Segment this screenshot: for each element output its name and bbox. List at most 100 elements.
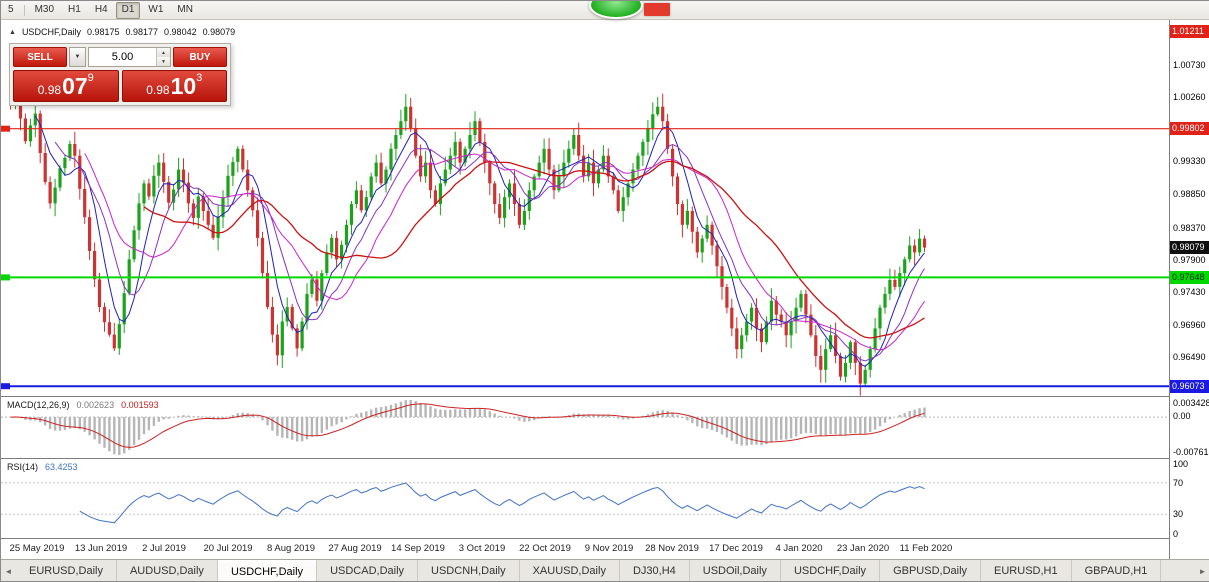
candle-body <box>241 148 245 170</box>
chart-tab-usdchf-daily-2[interactable]: USDCHF,Daily <box>217 560 318 581</box>
candle-body <box>216 217 220 238</box>
timeframe-button-h1[interactable]: H1 <box>68 3 81 15</box>
candle-body <box>127 259 131 294</box>
candle-body <box>221 197 225 218</box>
hline-handle[interactable] <box>1 125 10 132</box>
moving-average-line-28 <box>143 160 925 339</box>
candle-body <box>177 169 181 190</box>
chart-title: ▲ USDCHF,Daily 0.98175 0.98177 0.98042 0… <box>9 27 235 37</box>
volume-value[interactable]: 5.00 <box>111 51 134 63</box>
rsi-value: 63.4253 <box>45 462 78 472</box>
chart-tab-usdcad-daily-3[interactable]: USDCAD,Daily <box>317 560 419 581</box>
rsi-label-row: RSI(14) 63.4253 <box>7 462 78 472</box>
date-axis-label: 20 Jul 2019 <box>203 543 253 554</box>
bid-whole: 0.98 <box>37 83 62 97</box>
date-axis-label: 2 Jul 2019 <box>142 543 186 554</box>
candle-body <box>300 321 304 349</box>
candle-body <box>873 328 877 350</box>
candle-body <box>898 273 902 287</box>
price-axis-label: 0.97430 <box>1173 287 1206 297</box>
chart-tab-usdcnh-daily-4[interactable]: USDCNH,Daily <box>418 560 520 581</box>
candle-body <box>824 349 828 370</box>
candle-body <box>93 251 97 280</box>
candle-body <box>270 307 274 335</box>
price-axis-label: 0.98850 <box>1173 189 1206 199</box>
order-type-dropdown[interactable]: ▼ <box>69 47 86 67</box>
date-axis-label: 28 Nov 2019 <box>645 543 699 554</box>
date-axis-label: 3 Oct 2019 <box>458 543 506 554</box>
candle-body <box>656 106 660 115</box>
hline-handle[interactable] <box>1 274 10 281</box>
candle-body <box>206 211 210 225</box>
tab-scroll-right-icon[interactable]: ► <box>1198 566 1207 576</box>
candle-body <box>587 162 591 177</box>
chart-tab-xauusd-daily-5[interactable]: XAUUSD,Daily <box>520 560 620 581</box>
sell-button[interactable]: SELL <box>13 47 67 67</box>
candle-body <box>285 307 289 322</box>
chart-tab-usdchf-daily-8[interactable]: USDCHF,Daily <box>781 560 881 581</box>
candle-body <box>280 321 284 356</box>
candle-body <box>310 279 314 294</box>
timeframe-button-w1[interactable]: W1 <box>148 3 164 15</box>
tab-scroll-left-icon[interactable]: ◄ <box>4 566 13 576</box>
bid-price-display[interactable]: 0.98 07 9 <box>13 70 119 102</box>
moving-average-line-16 <box>84 153 925 351</box>
chart-tab-bar: ◄ EURUSD,Daily AUDUSD,Daily USDCHF,Daily USD… <box>1 559 1209 581</box>
candle-body <box>809 314 813 336</box>
timeframe-button-5[interactable]: 5 <box>8 3 14 15</box>
collapse-trade-panel-icon[interactable]: ▲ <box>9 28 16 36</box>
candle-body <box>231 162 235 176</box>
candle-body <box>903 259 907 274</box>
candle-body <box>369 176 373 198</box>
chart-high-value: 0.98177 <box>125 27 159 37</box>
candle-body <box>779 314 783 322</box>
chart-tab-gbpusd-daily-9[interactable]: GBPUSD,Daily <box>880 560 982 581</box>
timeframe-button-d1[interactable]: D1 <box>115 1 141 19</box>
chart-tab-usdoil-daily-7[interactable]: USDOil,Daily <box>690 560 781 581</box>
candle-body <box>893 280 897 287</box>
candle-body <box>251 190 255 211</box>
candle-body <box>735 328 739 350</box>
candle-body <box>488 162 492 184</box>
buy-button[interactable]: BUY <box>173 47 227 67</box>
candle-body <box>320 273 324 301</box>
date-axis[interactable]: 25 May 2019 13 Jun 2019 2 Jul 2019 20 Jul 2… <box>1 538 1169 560</box>
chart-tab-audusd-daily-1[interactable]: AUDUSD,Daily <box>117 560 218 581</box>
chart-tab-dj30-h4-6[interactable]: DJ30,H4 <box>620 560 690 581</box>
candle-body <box>256 210 260 238</box>
candle-body <box>48 182 52 204</box>
timeframe-button-mn[interactable]: MN <box>177 3 193 15</box>
candle-body <box>512 183 517 205</box>
candle-body <box>646 128 650 142</box>
moving-average-line-6 <box>34 115 925 367</box>
candle-body <box>759 328 764 343</box>
candle-body <box>878 307 882 329</box>
candle-body <box>132 230 136 260</box>
price-axis[interactable]: 1.00730 1.00260 0.99330 0.98850 0.98370 0.979… <box>1169 19 1209 559</box>
timeframe-button-h4[interactable]: H4 <box>94 3 108 15</box>
date-axis-label: 23 Jan 2020 <box>836 543 890 554</box>
candle-body <box>409 106 413 129</box>
candle-body <box>172 189 176 203</box>
candle-body <box>18 95 23 119</box>
candle-body <box>107 322 111 335</box>
candle-body <box>671 148 675 177</box>
volume-down-icon[interactable]: ▼ <box>157 57 170 66</box>
candle-body <box>122 293 126 325</box>
rsi-chart <box>1 482 1169 524</box>
candle-body <box>290 307 294 329</box>
macd-panel: MACD(12,26,9) 0.002623 0.001593 <box>1 396 1169 459</box>
volume-up-icon[interactable]: ▲ <box>157 48 170 57</box>
timeframe-button-m30[interactable]: M30 <box>34 3 55 15</box>
macd-label-row: MACD(12,26,9) 0.002623 0.001593 <box>7 400 159 410</box>
hline-handle[interactable] <box>1 383 10 390</box>
chart-tab-eurusd-h1-10[interactable]: EURUSD,H1 <box>981 560 1072 581</box>
ask-price-display[interactable]: 0.98 10 3 <box>121 70 227 102</box>
candle-body <box>547 148 551 170</box>
candlestick-chart[interactable] <box>1 19 1169 396</box>
chart-tab-gbpaud-h1-11[interactable]: GBPAUD,H1 <box>1072 560 1162 581</box>
macd-label: MACD(12,26,9) <box>7 400 70 410</box>
volume-field[interactable]: 5.00 ▲ ▼ <box>88 47 171 67</box>
candle-body <box>507 183 512 198</box>
chart-tab-eurusd-daily-0[interactable]: EURUSD,Daily <box>16 560 117 581</box>
